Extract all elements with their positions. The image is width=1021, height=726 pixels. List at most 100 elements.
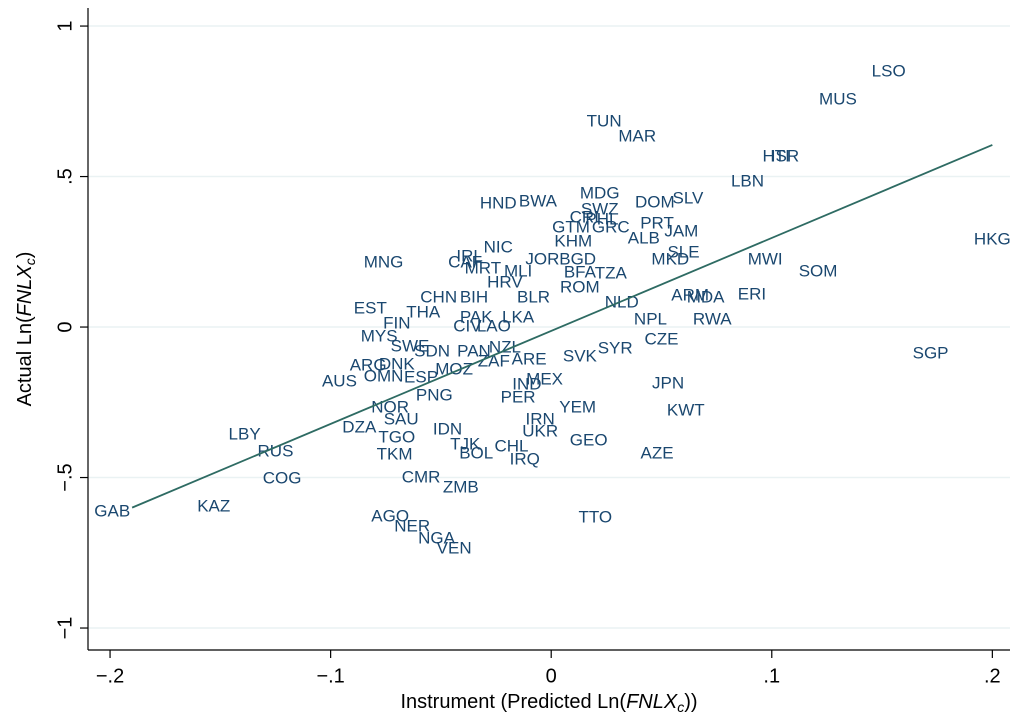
x-tick-label: .1	[763, 665, 780, 687]
point-label: LAO	[477, 317, 511, 336]
point-label: DOM	[635, 193, 675, 212]
y-axis-title: Actual Ln(FNLXc)	[14, 252, 37, 407]
point-label: MAR	[618, 127, 656, 146]
point-label: KHM	[554, 232, 592, 251]
y-tick-label: .5	[54, 168, 76, 185]
point-label: PER	[501, 388, 536, 407]
point-label: NPL	[634, 310, 667, 329]
point-label: BOL	[459, 444, 493, 463]
point-label: IRQ	[510, 450, 540, 469]
point-label: MLI	[504, 261, 532, 280]
x-tick-label: −.1	[316, 665, 344, 687]
point-label: ESP	[404, 368, 438, 387]
point-label: PAK	[460, 307, 493, 326]
point-label: DZA	[342, 418, 377, 437]
point-label: JAM	[664, 221, 698, 240]
point-label: BGD	[559, 249, 596, 268]
point-label: MKD	[651, 249, 689, 268]
point-label: MDG	[580, 183, 620, 202]
point-label: IDN	[433, 419, 462, 438]
point-label: CHN	[420, 288, 457, 307]
point-label: DNK	[379, 354, 416, 373]
x-tick-label: .2	[984, 665, 1001, 687]
point-label: LSO	[872, 62, 906, 81]
point-label: HTI	[762, 146, 789, 165]
point-label: BLR	[517, 288, 550, 307]
point-label: NZL	[489, 338, 521, 357]
point-label: MEX	[526, 370, 563, 389]
point-label: SLV	[673, 189, 705, 208]
point-label: ZAF	[478, 351, 510, 370]
point-label: SWE	[391, 336, 430, 355]
point-label: CZE	[644, 329, 678, 348]
point-label: NER	[394, 516, 430, 535]
x-title-part: Instrument (Predicted Ln(	[400, 691, 626, 713]
point-label: VEN	[437, 539, 472, 558]
point-label: JPN	[652, 373, 684, 392]
point-label: PAN	[457, 342, 491, 361]
point-label: CHL	[494, 437, 528, 456]
y-title-part: )	[14, 252, 36, 259]
point-label: BIH	[460, 288, 488, 307]
point-label: MDA	[687, 288, 725, 307]
point-label: AZE	[641, 444, 674, 463]
point-label: GAB	[94, 502, 130, 521]
point-label: CIV	[453, 317, 482, 336]
point-label: IND	[512, 375, 541, 394]
point-label: EST	[354, 298, 387, 317]
point-label: GTM	[552, 218, 590, 237]
point-label: LBY	[229, 425, 261, 444]
point-label: KWT	[667, 401, 705, 420]
y-tick-label: −1	[54, 617, 76, 640]
x-tick-label: −.2	[96, 665, 124, 687]
point-label: CAF	[448, 252, 482, 271]
point-label: SDN	[414, 342, 450, 361]
point-label: BWA	[519, 192, 558, 211]
y-tick-label: −.5	[54, 463, 76, 491]
point-label: ISR	[771, 146, 799, 165]
point-label: PNG	[416, 385, 453, 404]
x-tick-label: 0	[546, 665, 557, 687]
x-title-part: ))	[684, 691, 697, 713]
point-label: SWZ	[581, 199, 619, 218]
point-label: SVK	[563, 347, 598, 366]
fit-line	[131, 144, 993, 509]
point-label: MNG	[364, 252, 404, 271]
point-label: SGP	[913, 344, 949, 363]
point-label: KAZ	[197, 497, 230, 516]
point-label: YEM	[559, 397, 596, 416]
point-label: MYS	[361, 326, 398, 345]
point-label: ARM	[671, 286, 709, 305]
point-label: HKG	[974, 230, 1011, 249]
point-label: PRT	[640, 214, 674, 233]
point-label: PHL	[585, 210, 618, 229]
point-label: COG	[263, 469, 302, 488]
point-label: HRV	[487, 273, 523, 292]
point-label: ARE	[512, 350, 547, 369]
point-label: TKM	[377, 444, 413, 463]
point-label: HND	[480, 193, 517, 212]
point-label: GRC	[592, 218, 630, 237]
point-label: TUN	[587, 112, 622, 131]
point-label: SLE	[667, 242, 699, 261]
point-label: ALB	[628, 229, 660, 248]
point-label: ROM	[560, 277, 600, 296]
point-label: NIC	[484, 238, 513, 257]
point-label: NGA	[418, 528, 456, 547]
point-label: CRI	[570, 208, 599, 227]
x-title-part: c	[677, 699, 684, 715]
point-label: SYR	[598, 338, 633, 357]
point-label: ZMB	[443, 478, 479, 497]
point-label: MUS	[819, 90, 857, 109]
y-tick-label: 1	[54, 20, 76, 31]
point-label: ARG	[350, 356, 387, 375]
point-label: MWI	[748, 249, 783, 268]
point-label: TGO	[378, 428, 415, 447]
point-label: ERI	[738, 285, 766, 304]
x-title-part: FNLX	[626, 691, 678, 713]
point-label: OMN	[364, 366, 404, 385]
point-label: AGO	[371, 506, 409, 525]
point-label: GEO	[570, 431, 608, 450]
